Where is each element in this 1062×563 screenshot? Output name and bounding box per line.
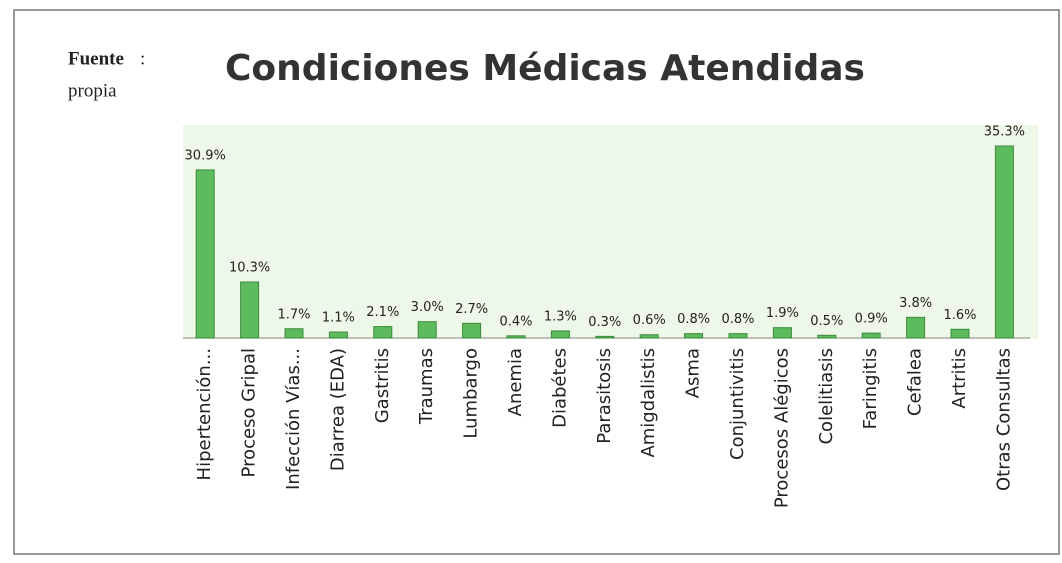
value-label: 0.8% bbox=[721, 312, 754, 327]
x-tick-label: Hipertención... bbox=[194, 348, 215, 480]
bar bbox=[684, 333, 704, 339]
bar bbox=[639, 334, 659, 339]
x-tick-label: Lumbargo bbox=[461, 348, 482, 439]
value-label: 30.9% bbox=[185, 148, 226, 163]
value-label: 0.3% bbox=[588, 315, 621, 330]
bar bbox=[950, 328, 970, 339]
bar bbox=[817, 334, 837, 339]
value-label: 10.3% bbox=[229, 260, 270, 275]
x-tick-label: Gastritis bbox=[372, 348, 393, 423]
x-tick-label: Artritis bbox=[949, 348, 970, 409]
value-label: 1.9% bbox=[766, 306, 799, 321]
x-tick-label: Faringitis bbox=[860, 348, 881, 429]
value-label: 2.7% bbox=[455, 302, 488, 317]
x-tick-label: Conjuntivitis bbox=[727, 348, 748, 460]
value-label: 1.3% bbox=[544, 309, 577, 324]
x-tick-label: Diabétes bbox=[549, 348, 570, 428]
bar bbox=[861, 332, 881, 339]
x-tick-label: Procesos Alégicos bbox=[771, 348, 792, 508]
x-tick-label: Otras Consultas bbox=[993, 348, 1014, 491]
bar bbox=[240, 281, 260, 339]
plot-area bbox=[183, 125, 1038, 339]
x-tick-label: Cefalea bbox=[905, 348, 926, 416]
bar bbox=[906, 316, 926, 339]
bar bbox=[728, 333, 748, 339]
bar bbox=[550, 330, 570, 339]
x-tick-label: Traumas bbox=[416, 348, 437, 425]
bar bbox=[772, 327, 792, 339]
bar bbox=[994, 145, 1014, 339]
x-tick-label: Parasitosis bbox=[594, 348, 615, 444]
bar bbox=[328, 331, 348, 339]
value-label: 35.3% bbox=[984, 125, 1025, 140]
bar bbox=[284, 328, 304, 339]
value-label: 0.5% bbox=[810, 314, 843, 329]
bar bbox=[462, 322, 482, 339]
x-tick-label: Infección Vías... bbox=[283, 348, 304, 490]
bar bbox=[195, 169, 215, 339]
source-label: Fuente bbox=[68, 48, 124, 69]
bar bbox=[417, 321, 437, 339]
bar bbox=[595, 335, 615, 339]
source-text: propia bbox=[68, 80, 117, 101]
value-label: 3.0% bbox=[411, 300, 444, 315]
x-tick-label: Diarrea (EDA) bbox=[327, 348, 348, 471]
x-tick-label: Asma bbox=[683, 348, 704, 398]
value-label: 1.1% bbox=[322, 311, 355, 326]
value-label: 3.8% bbox=[899, 296, 932, 311]
x-tick-label: Anemia bbox=[505, 348, 526, 416]
source-separator: : bbox=[140, 48, 145, 69]
value-label: 0.4% bbox=[499, 314, 532, 329]
bar bbox=[506, 335, 526, 339]
value-label: 0.8% bbox=[677, 312, 710, 327]
value-label: 0.9% bbox=[855, 312, 888, 327]
x-tick-label: Colelitiasis bbox=[816, 348, 837, 445]
value-label: 1.7% bbox=[277, 307, 310, 322]
x-tick-label: Amigdalistis bbox=[638, 348, 659, 458]
value-label: 2.1% bbox=[366, 305, 399, 320]
x-tick-label: Proceso Gripal bbox=[239, 348, 260, 477]
chart-title: Condiciones Médicas Atendidas bbox=[225, 48, 865, 89]
value-label: 1.6% bbox=[943, 308, 976, 323]
bar bbox=[373, 326, 393, 339]
value-label: 0.6% bbox=[633, 313, 666, 328]
